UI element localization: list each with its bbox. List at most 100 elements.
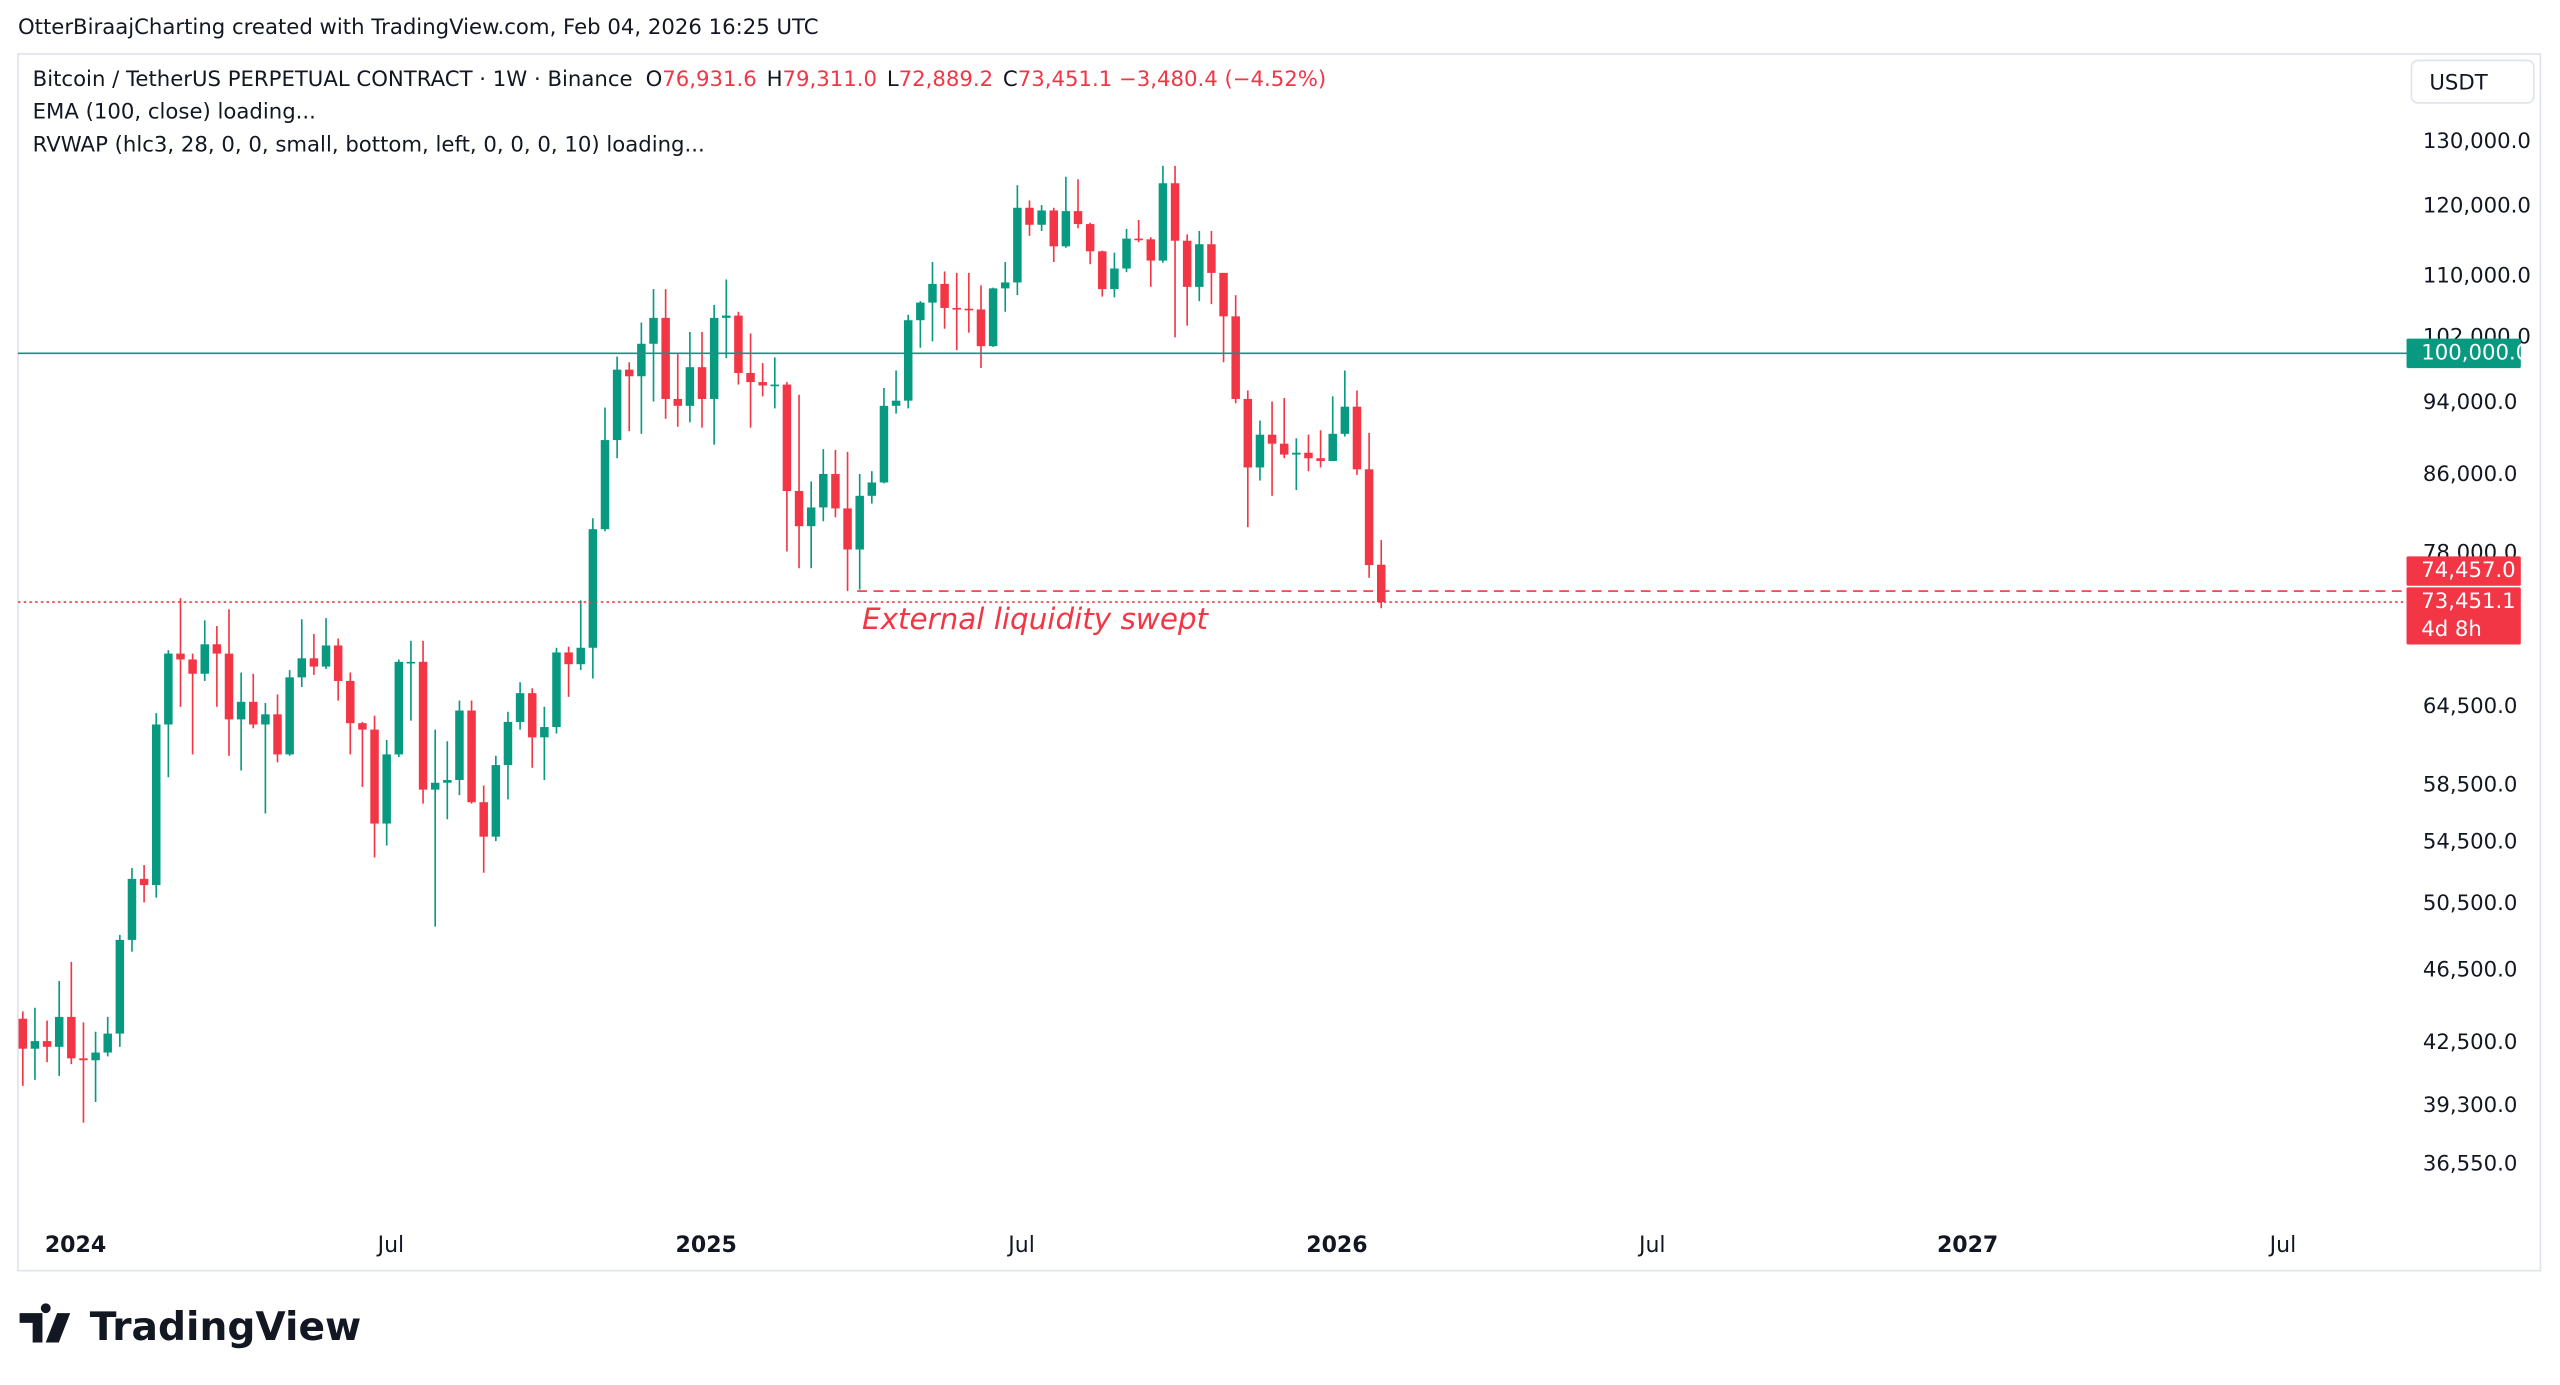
price-tag-label: 73,451.1: [2421, 589, 2515, 614]
candle-body: [515, 693, 525, 722]
candle-body: [1207, 244, 1216, 273]
candle-body: [600, 440, 610, 530]
candle-body: [612, 369, 622, 441]
candle-body: [867, 482, 877, 496]
currency-label[interactable]: USDT: [2429, 70, 2488, 95]
candle-body: [1364, 469, 1374, 566]
candle-body: [249, 701, 258, 725]
candle-body: [964, 308, 974, 311]
candle-body: [697, 367, 707, 399]
candle-body: [54, 1016, 64, 1047]
ohlc-value: 72,889.2: [899, 67, 993, 92]
y-tick-label: 110,000.0: [2423, 264, 2531, 289]
candle-body: [115, 939, 125, 1034]
currency-button[interactable]: [2410, 59, 2535, 104]
legend-line: Bitcoin / TetherUS PERPETUAL CONTRACT · …: [33, 67, 1327, 92]
candle-body: [855, 495, 864, 550]
candle-body: [527, 693, 537, 738]
candle-body: [188, 659, 197, 674]
candle-body: [164, 653, 173, 725]
candle-body: [479, 802, 488, 837]
candle-body: [758, 382, 767, 386]
candle-body: [309, 658, 319, 667]
y-tick-label: 54,500.0: [2423, 830, 2517, 855]
candle-body: [1243, 398, 1253, 468]
y-tick-label: 94,000.0: [2423, 390, 2517, 415]
candle-body: [261, 714, 270, 725]
x-tick-label: Jul: [376, 1233, 405, 1258]
ohlc-key: C: [1003, 67, 1018, 92]
y-tick-label: 58,500.0: [2423, 772, 2517, 797]
candle-body: [358, 723, 367, 730]
candle-body: [916, 302, 925, 321]
candle-body: [976, 309, 986, 347]
candle-body: [843, 508, 852, 550]
candle-body: [443, 779, 452, 783]
y-tick-label: 50,500.0: [2423, 891, 2517, 916]
candle-body: [1013, 207, 1022, 283]
candle-body: [212, 644, 222, 654]
candle-body: [625, 369, 634, 377]
candle-body: [552, 652, 561, 728]
candle-body: [176, 653, 185, 660]
candle-body: [709, 317, 719, 399]
candle-body: [1376, 564, 1386, 603]
y-tick-label: 130,000.0: [2423, 129, 2531, 154]
candle-body: [673, 398, 683, 406]
candle-body: [382, 754, 391, 824]
candle-body: [1000, 282, 1010, 289]
candle-body: [770, 384, 780, 387]
candle-body: [346, 680, 355, 724]
price-tag: [2406, 338, 2521, 369]
ohlc-values: O76,931.6 H79,311.0 L72,889.2 C73,451.1: [646, 67, 1113, 92]
candle-body: [430, 782, 440, 790]
candle-body: [103, 1033, 112, 1053]
candle-body: [139, 878, 149, 886]
candle-body: [734, 315, 743, 373]
y-tick-label: 36,550.0: [2423, 1152, 2517, 1177]
candle-body: [1340, 406, 1350, 434]
candle-body: [285, 677, 294, 755]
candle-body: [1134, 238, 1143, 241]
y-tick-label: 42,500.0: [2423, 1030, 2517, 1055]
candle-body: [1219, 272, 1228, 317]
ohlc-value: 73,451.1: [1018, 67, 1112, 92]
price-tag: [2406, 556, 2521, 586]
candle-body: [1025, 207, 1034, 225]
candle-body: [1049, 210, 1058, 247]
candle-body: [67, 1016, 76, 1059]
ohlc-key: O: [646, 67, 663, 92]
candle-body: [1352, 406, 1362, 470]
candle-body: [746, 372, 755, 383]
ohlc-value: 79,311.0: [783, 67, 877, 92]
candle-body: [30, 1041, 40, 1049]
x-tick-label: Jul: [2268, 1233, 2297, 1258]
candle-body: [1158, 183, 1168, 261]
ohlc-key: L: [887, 67, 899, 92]
candle-body: [127, 878, 137, 940]
y-tick-label: 46,500.0: [2423, 958, 2517, 983]
logo-icon: [19, 1303, 71, 1343]
candle-body: [806, 507, 816, 527]
candle-body: [1304, 452, 1313, 459]
candle-body: [1061, 211, 1071, 247]
y-tick-label: 39,300.0: [2423, 1093, 2517, 1118]
candle-body: [394, 661, 404, 755]
candle-body: [236, 701, 246, 720]
chart-frame: [17, 53, 2542, 1272]
candle-body: [406, 661, 416, 664]
candle-body: [418, 661, 428, 790]
candle-body: [1231, 316, 1240, 399]
candle-body: [455, 710, 464, 780]
candle-body: [1292, 452, 1301, 455]
candle-body: [831, 473, 840, 509]
candle-body: [1146, 239, 1156, 261]
symbol-title: Bitcoin / TetherUS PERPETUAL CONTRACT · …: [33, 67, 633, 92]
x-tick-label: 2026: [1306, 1233, 1367, 1258]
candle-body: [637, 343, 646, 377]
candle-body: [1328, 433, 1337, 461]
price-tag: [2406, 587, 2521, 645]
countdown: 4d 8h: [2421, 617, 2482, 642]
candle-body: [952, 307, 961, 310]
